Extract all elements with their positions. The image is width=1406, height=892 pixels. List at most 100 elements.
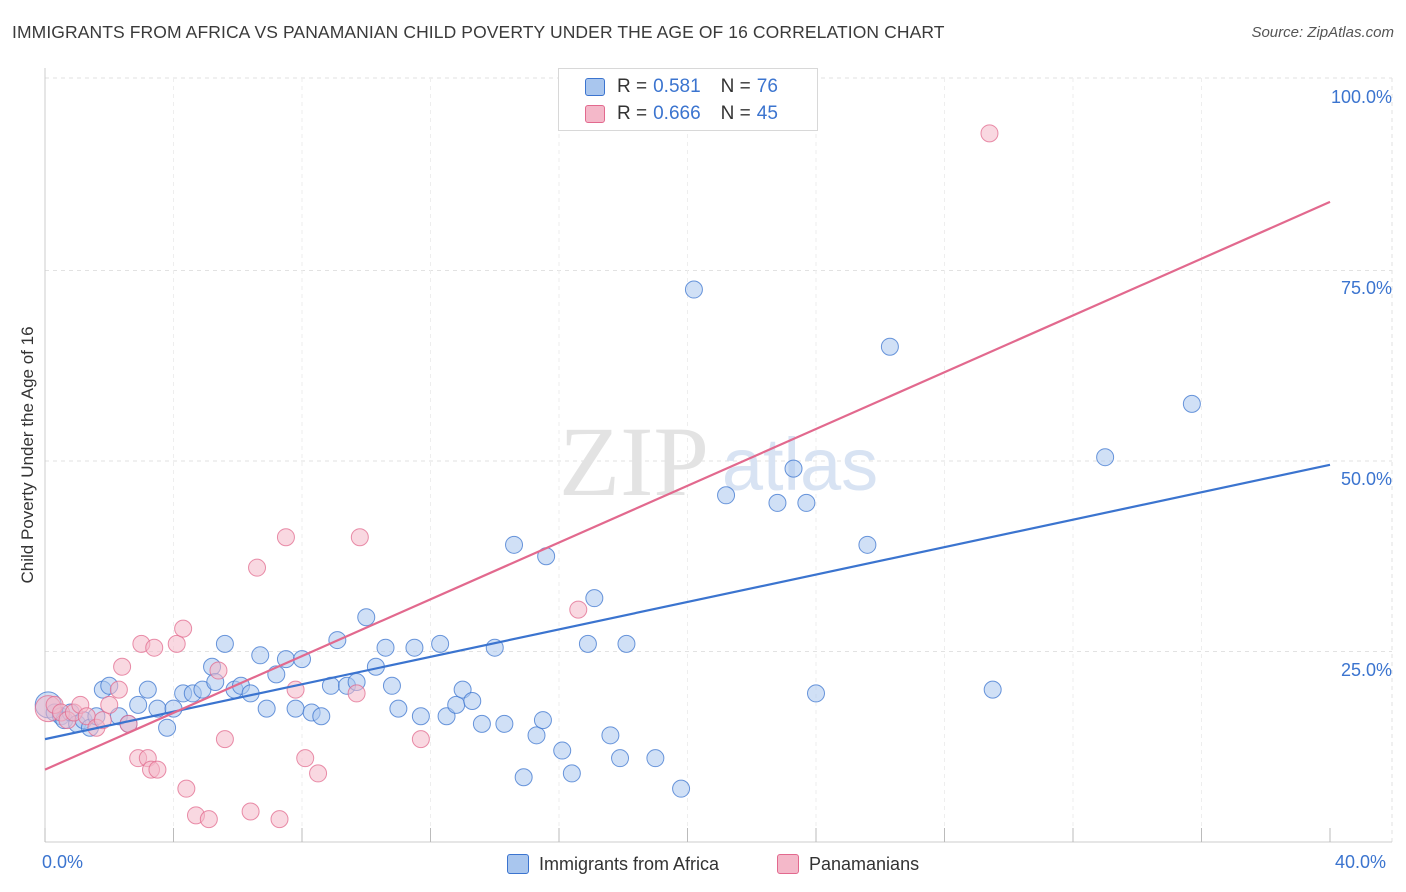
- panamanian-point: [248, 558, 267, 577]
- legend-label-panamanians: Panamanians: [809, 853, 920, 874]
- panamanian-point: [241, 802, 260, 821]
- africa-point: [578, 634, 597, 653]
- africa-point: [495, 714, 514, 733]
- africa-point: [447, 695, 466, 714]
- y-tick-label-75: 75.0%: [1340, 278, 1392, 298]
- data-points: [34, 124, 1201, 829]
- africa-point: [617, 634, 636, 653]
- africa-point: [858, 535, 877, 554]
- africa-trend-line: [44, 463, 1331, 741]
- panamanian-point: [350, 528, 369, 547]
- panamanian-point: [100, 695, 119, 714]
- africa-point: [312, 707, 331, 726]
- panamanian-point: [276, 528, 295, 547]
- gridlines: [45, 77, 1393, 842]
- africa-point: [684, 280, 703, 299]
- panamanian-point: [174, 619, 193, 638]
- africa-point: [553, 741, 572, 760]
- africa-point: [472, 714, 491, 733]
- panamanian-point: [296, 749, 315, 768]
- panamanian-point: [209, 661, 228, 680]
- y-tick-label-50: 50.0%: [1340, 469, 1392, 489]
- legend-n-value: 45: [756, 103, 778, 124]
- africa-point: [880, 337, 899, 356]
- panamanian-point: [270, 810, 289, 829]
- legend-r-label: R =: [617, 76, 648, 97]
- source-label: Source: ZipAtlas.com: [1251, 24, 1394, 41]
- africa-point: [431, 634, 450, 653]
- africa-point: [251, 646, 270, 665]
- panamanian-point: [199, 810, 218, 829]
- africa-point: [983, 680, 1002, 699]
- legend-r-label: R =: [617, 103, 648, 124]
- africa-point: [797, 493, 816, 512]
- legend-row-africa: R = 0.581 N = 76: [585, 75, 778, 99]
- africa-point: [807, 684, 825, 703]
- panamanian-point: [177, 779, 196, 798]
- panamanian-point: [148, 760, 167, 779]
- legend-row-panamanians: R = 0.666 N = 45: [585, 102, 778, 126]
- africa-point: [1096, 448, 1115, 467]
- africa-point: [1182, 394, 1201, 413]
- africa-point: [463, 692, 482, 711]
- africa-point: [527, 726, 546, 745]
- africa-point: [382, 676, 401, 695]
- panamanian-trend-line: [44, 200, 1331, 771]
- africa-point: [533, 711, 552, 730]
- x-tick-label-max: 40.0%: [1335, 852, 1387, 872]
- x-tick-label-min: 0.0%: [42, 852, 84, 872]
- legend-item-panamanians: Panamanians: [777, 852, 919, 876]
- africa-point: [357, 608, 376, 627]
- africa-point: [389, 699, 408, 718]
- y-tick-label-100: 100.0%: [1330, 87, 1392, 107]
- panamanian-point: [167, 634, 186, 653]
- legend-label-africa: Immigrants from Africa: [539, 853, 720, 874]
- africa-point: [411, 707, 430, 726]
- africa-point: [562, 764, 581, 783]
- legend-item-africa: Immigrants from Africa: [507, 852, 719, 876]
- panamanian-point: [309, 764, 328, 783]
- africa-point: [611, 749, 630, 768]
- legend-swatch-pink: [585, 105, 605, 123]
- africa-point: [672, 779, 691, 798]
- correlation-legend: R = 0.581 N = 76 R = 0.666 N = 45: [558, 68, 818, 131]
- watermark-zip: ZIP: [559, 406, 709, 517]
- africa-point: [286, 699, 305, 718]
- africa-point: [129, 695, 148, 714]
- trend-lines: [44, 200, 1331, 771]
- africa-point: [158, 718, 177, 737]
- africa-point: [215, 634, 234, 653]
- africa-point: [505, 535, 524, 554]
- panamanian-point: [109, 680, 128, 699]
- africa-point: [138, 680, 157, 699]
- panamanian-point: [145, 638, 164, 657]
- legend-n-label: N =: [720, 103, 751, 124]
- panamanian-point: [411, 730, 430, 749]
- panamanian-point: [215, 730, 234, 749]
- legend-r-value: 0.666: [653, 103, 701, 124]
- panamanian-point: [347, 684, 366, 703]
- legend-r-value: 0.581: [653, 76, 701, 97]
- legend-swatch-blue: [507, 854, 529, 874]
- legend-n-label: N =: [720, 76, 751, 97]
- africa-point: [768, 493, 787, 512]
- africa-point: [376, 638, 395, 657]
- panamanian-point: [569, 600, 588, 619]
- africa-point: [646, 749, 665, 768]
- africa-point: [784, 459, 803, 478]
- africa-point: [405, 638, 424, 657]
- legend-swatch-pink: [777, 854, 799, 874]
- africa-point: [601, 726, 620, 745]
- africa-point: [585, 589, 604, 608]
- legend-n-value: 76: [756, 76, 778, 97]
- panamanian-point: [980, 124, 999, 143]
- panamanian-point: [93, 711, 112, 730]
- panamanian-point: [113, 657, 132, 676]
- africa-point: [514, 768, 533, 787]
- axes: [44, 68, 1392, 843]
- africa-point: [257, 699, 276, 718]
- chart-title: IMMIGRANTS FROM AFRICA VS PANAMANIAN CHI…: [12, 22, 945, 42]
- y-tick-label-25: 25.0%: [1340, 660, 1392, 680]
- legend-swatch-blue: [585, 78, 605, 96]
